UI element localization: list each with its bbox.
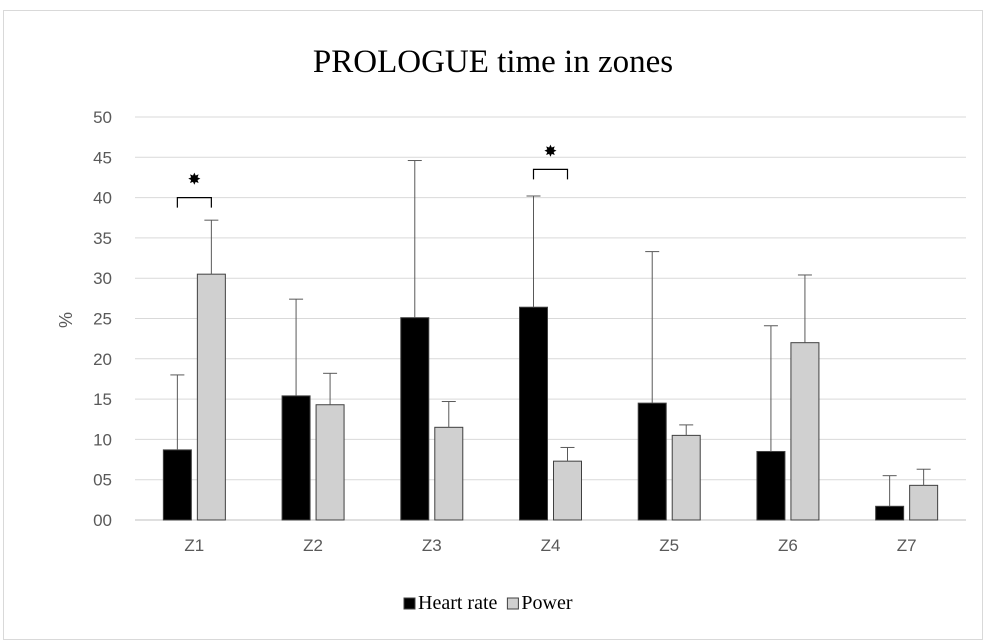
legend: Heart rate Power: [403, 592, 573, 614]
y-tick-label: 45: [93, 148, 112, 167]
bar-heart-rate: [162, 449, 192, 521]
gridlines: [135, 116, 966, 521]
x-tick-labels: Z1 Z2 Z3 Z4 Z5 Z6 Z7: [184, 536, 916, 555]
significance-star: ✸: [544, 141, 557, 160]
bars: [162, 273, 939, 521]
bar-heart-rate: [281, 395, 311, 521]
y-tick-label: 35: [93, 229, 112, 248]
bar-heart-rate: [756, 450, 786, 521]
bar-power: [434, 426, 464, 521]
bar-heart-rate: [400, 317, 430, 521]
y-tick-label: 20: [93, 350, 112, 369]
y-tick-label: 05: [93, 471, 112, 490]
error-bars: [170, 160, 931, 507]
y-tick-label: 25: [93, 310, 112, 329]
legend-swatch-power: [506, 597, 519, 610]
x-tick-label: Z1: [184, 536, 204, 555]
significance-star: ✸: [188, 170, 201, 189]
x-tick-label: Z7: [897, 536, 917, 555]
bar-power: [315, 404, 345, 521]
bar-power: [909, 484, 939, 521]
y-tick-label: 10: [93, 430, 112, 449]
chart-title: PROLOGUE time in zones: [313, 44, 673, 80]
bar-heart-rate: [637, 402, 667, 521]
bar-power: [553, 460, 582, 521]
y-tick-labels: 00 05 10 15 20 25 30 35 40 45 50: [93, 108, 112, 530]
chart-frame: [3, 10, 983, 640]
bar-heart-rate: [875, 505, 905, 521]
significance-bracket: [532, 168, 569, 180]
x-tick-label: Z3: [422, 536, 442, 555]
bar-power: [671, 434, 701, 521]
x-tick-label: Z2: [303, 536, 323, 555]
bar-power: [196, 273, 226, 521]
y-tick-label: 40: [93, 189, 112, 208]
x-tick-label: Z4: [541, 536, 561, 555]
y-tick-label: 15: [93, 390, 112, 409]
x-tick-label: Z5: [659, 536, 679, 555]
x-tick-label: Z6: [778, 536, 798, 555]
y-tick-label: 00: [93, 511, 112, 530]
legend-label-heart-rate: Heart rate: [418, 592, 498, 614]
y-tick-label: 30: [93, 269, 112, 288]
legend-label-power: Power: [521, 592, 572, 614]
legend-swatch-heart-rate: [403, 597, 416, 610]
significance-markers: ✸✸: [176, 141, 569, 208]
y-tick-label: 50: [93, 108, 112, 127]
bar-heart-rate: [519, 306, 548, 521]
y-axis-label: %: [56, 312, 76, 328]
significance-bracket: [176, 197, 212, 208]
bar-power: [790, 342, 820, 521]
